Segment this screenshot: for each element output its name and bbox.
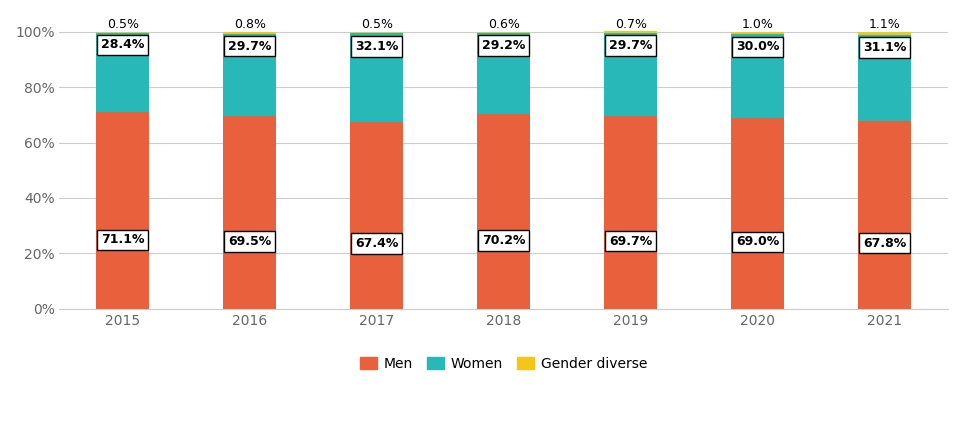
- Bar: [96, 32, 149, 33]
- Bar: [223, 34, 276, 116]
- Text: 70.2%: 70.2%: [482, 234, 526, 247]
- Text: 1.1%: 1.1%: [869, 18, 900, 31]
- Bar: [604, 31, 658, 33]
- Bar: [223, 116, 276, 309]
- Bar: [477, 114, 531, 309]
- Bar: [858, 121, 911, 309]
- Bar: [858, 35, 911, 121]
- Text: 69.7%: 69.7%: [609, 235, 652, 248]
- Bar: [731, 32, 784, 34]
- Bar: [96, 33, 149, 112]
- Text: 30.0%: 30.0%: [736, 40, 779, 53]
- Bar: [604, 33, 658, 116]
- Bar: [351, 33, 403, 122]
- Text: 0.5%: 0.5%: [361, 18, 393, 31]
- Text: 67.8%: 67.8%: [863, 237, 906, 249]
- Text: 69.5%: 69.5%: [228, 235, 272, 248]
- Text: 0.6%: 0.6%: [487, 18, 520, 31]
- Legend: Men, Women, Gender diverse: Men, Women, Gender diverse: [355, 351, 653, 376]
- Text: 0.7%: 0.7%: [614, 18, 646, 31]
- Bar: [96, 112, 149, 309]
- Text: 29.7%: 29.7%: [609, 39, 652, 52]
- Text: 31.1%: 31.1%: [863, 41, 906, 54]
- Text: 67.4%: 67.4%: [355, 237, 399, 250]
- Text: 1.0%: 1.0%: [742, 18, 773, 31]
- Bar: [477, 33, 531, 114]
- Text: 0.8%: 0.8%: [234, 18, 266, 31]
- Text: 71.1%: 71.1%: [101, 233, 144, 246]
- Text: 28.4%: 28.4%: [101, 38, 144, 51]
- Bar: [223, 32, 276, 34]
- Bar: [477, 32, 531, 33]
- Bar: [731, 117, 784, 309]
- Text: 0.5%: 0.5%: [107, 18, 139, 31]
- Bar: [351, 122, 403, 309]
- Text: 29.2%: 29.2%: [482, 39, 526, 52]
- Text: 29.7%: 29.7%: [228, 40, 272, 53]
- Bar: [604, 116, 658, 309]
- Bar: [351, 32, 403, 33]
- Bar: [731, 34, 784, 117]
- Text: 69.0%: 69.0%: [736, 235, 779, 249]
- Text: 32.1%: 32.1%: [355, 40, 399, 53]
- Bar: [858, 32, 911, 35]
